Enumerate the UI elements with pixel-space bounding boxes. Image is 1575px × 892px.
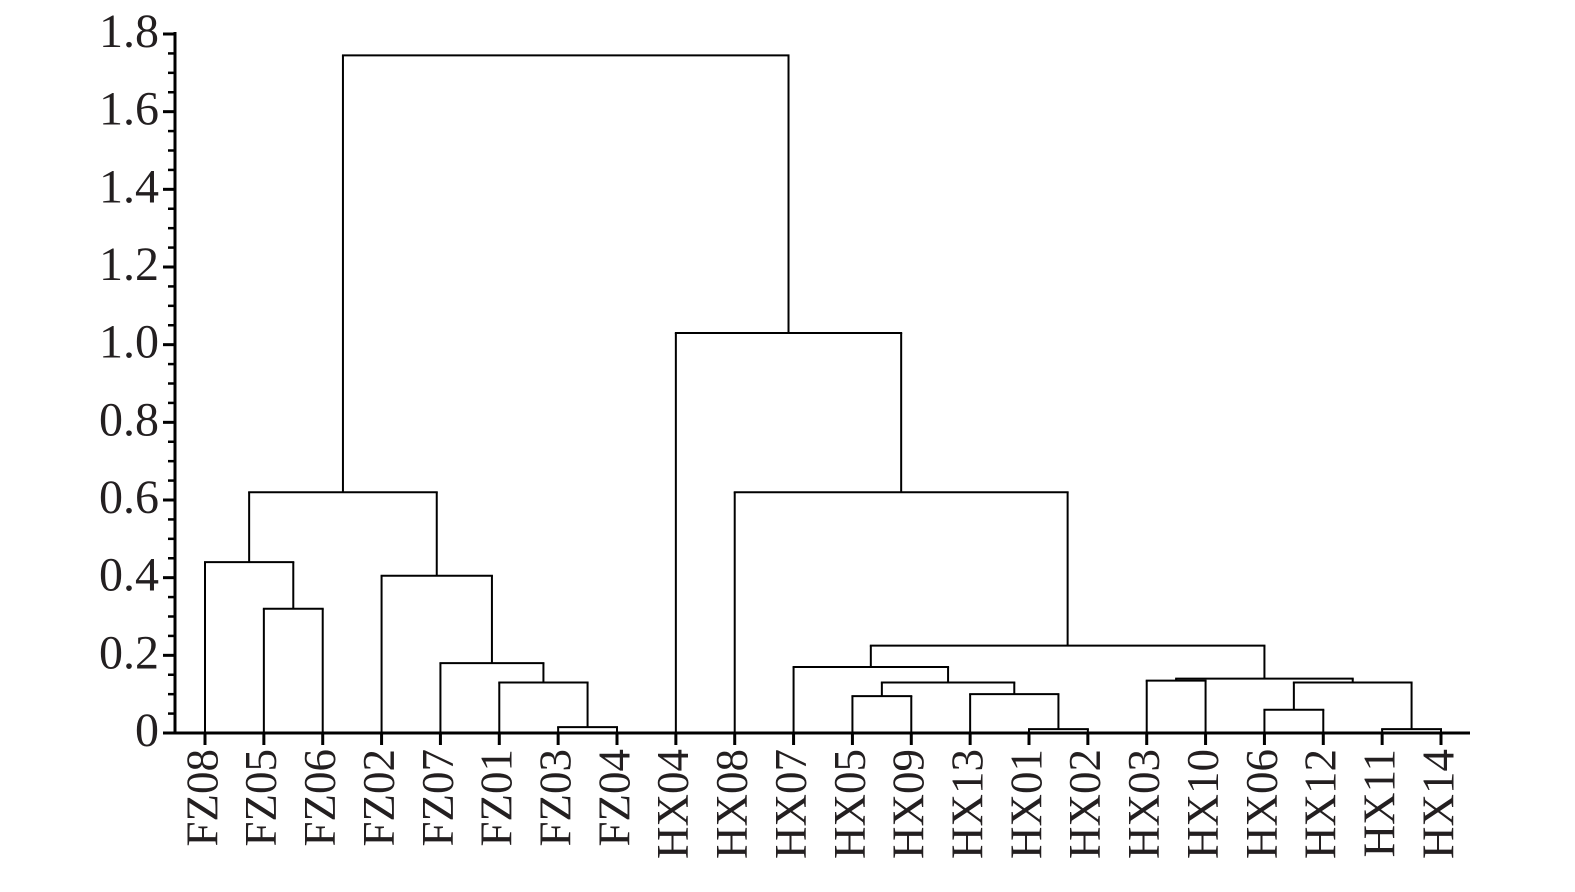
leaf-label: HX08	[707, 749, 757, 859]
leaf-label: HX09	[884, 749, 934, 859]
leaf-label: HX03	[1119, 749, 1169, 859]
y-tick-label: 1.2	[99, 238, 159, 291]
leaf-label: HX01	[1001, 749, 1051, 859]
leaf-label: FZ08	[177, 749, 227, 847]
leaf-label: FZ05	[236, 749, 286, 847]
leaf-label: HX10	[1178, 749, 1228, 859]
leaf-label: HX12	[1296, 749, 1346, 859]
y-tick-label: 1.4	[99, 160, 159, 213]
leaf-label: HX06	[1237, 749, 1287, 859]
leaf-label: FZ02	[354, 749, 404, 847]
leaf-label: FZ01	[472, 749, 522, 847]
leaf-label: HX02	[1060, 749, 1110, 859]
leaf-label: FZ06	[295, 749, 345, 847]
y-tick-label: 0.6	[99, 471, 159, 524]
y-tick-label: 0.8	[99, 393, 159, 446]
leaf-label: FZ03	[530, 749, 580, 847]
leaf-label: HX07	[766, 749, 816, 859]
leaf-label: FZ07	[413, 749, 463, 847]
y-tick-label: 0	[135, 704, 159, 757]
leaf-label: HX13	[942, 749, 992, 859]
leaf-label: HX14	[1413, 749, 1463, 859]
leaf-label: HX11	[1354, 749, 1404, 857]
leaf-label: HX05	[825, 749, 875, 859]
y-tick-label: 1.0	[99, 316, 159, 369]
y-tick-label: 1.8	[99, 5, 159, 58]
leaf-label: FZ04	[589, 749, 639, 847]
y-tick-label: 0.2	[99, 626, 159, 679]
leaf-label: HX04	[648, 749, 698, 859]
y-tick-label: 1.6	[99, 83, 159, 136]
y-tick-label: 0.4	[99, 549, 159, 602]
